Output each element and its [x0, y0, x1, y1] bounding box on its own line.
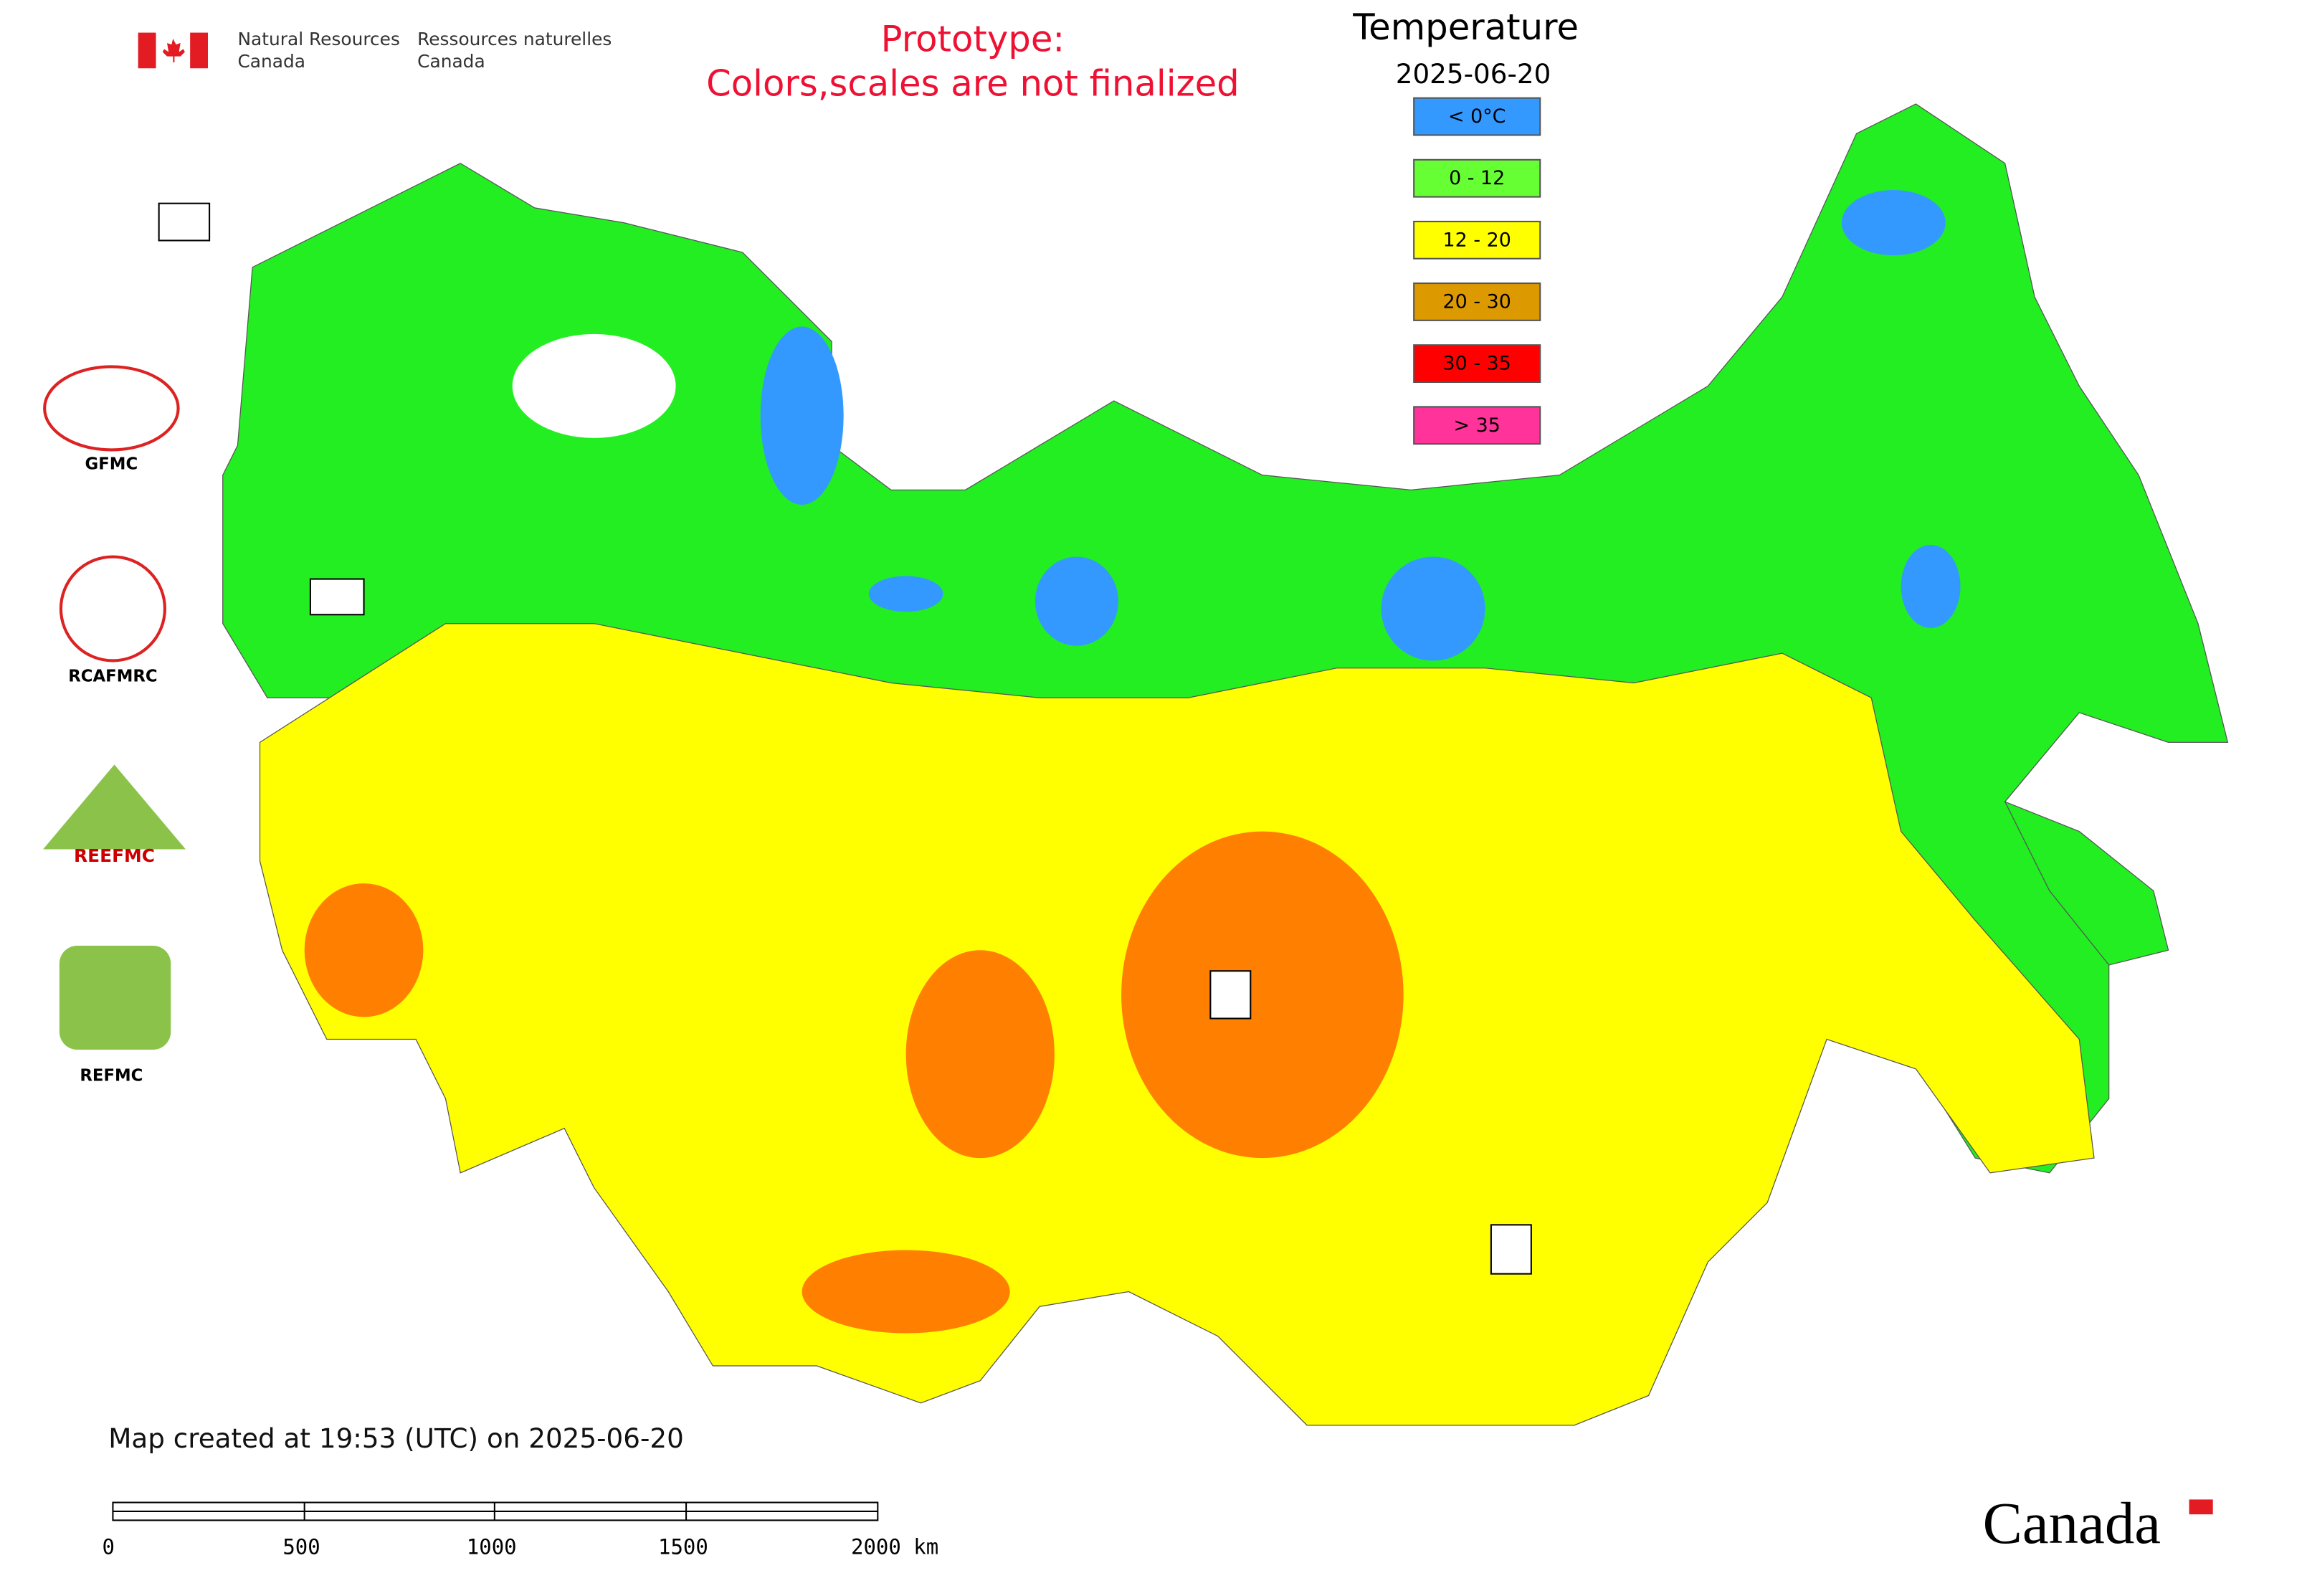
- sea: [512, 333, 676, 438]
- department-fr: Ressources naturelles: [417, 29, 612, 49]
- department-en: Canada: [237, 51, 305, 72]
- region-hot: [905, 950, 1055, 1159]
- logo: [59, 555, 167, 662]
- nrcan-signature: Natural Resources Canada Ressources natu…: [138, 29, 612, 72]
- logos: GFMC RCAFMRC REEFMC REFMC: [43, 202, 1532, 1275]
- scale-bar: [112, 1501, 879, 1521]
- logo-label: GFMC: [85, 455, 138, 474]
- notice: Colors,scales are not finalized: [706, 63, 1240, 105]
- scale-label: 2000 km: [851, 1535, 938, 1559]
- wordmark-flag: [2189, 1499, 2213, 1515]
- logo-label: REEFMC: [74, 845, 155, 866]
- notice: Prototype:: [881, 18, 1065, 60]
- legend-swatch: [1413, 97, 1541, 136]
- legend-title: Temperature: [1352, 6, 1579, 48]
- logo-label: RCAFMRC: [68, 668, 157, 686]
- flag-bar: [138, 32, 156, 69]
- legend-label: 30 - 35: [1443, 353, 1511, 375]
- map-marker: [1490, 1224, 1532, 1275]
- map: [222, 103, 2229, 1426]
- created-note: Map created at 19:53 (UTC) on 2025-06-20: [108, 1422, 684, 1454]
- logo: [43, 764, 186, 850]
- region-cool: [2004, 800, 2169, 966]
- map-marker: [1209, 970, 1252, 1020]
- logo-label: REFMC: [80, 1067, 143, 1086]
- legend-label: 12 - 20: [1443, 229, 1511, 251]
- legend-swatch: [1413, 344, 1541, 384]
- region-cold: [1841, 190, 1946, 256]
- legend-swatch: [1413, 282, 1541, 321]
- legend-swatch: [1413, 158, 1541, 198]
- legend-swatch: [1413, 406, 1541, 445]
- region-cold: [868, 576, 943, 612]
- region-cold: [1035, 556, 1118, 646]
- flag-bar: [190, 32, 209, 69]
- logo: [43, 365, 180, 452]
- map-marker: [158, 202, 211, 242]
- region-cold: [1381, 556, 1485, 661]
- map-marker: [309, 578, 365, 616]
- scale-label: 0: [102, 1535, 114, 1559]
- region-cold: [1901, 544, 1961, 628]
- scale-label: 1500: [658, 1535, 708, 1559]
- legend-label: < 0°C: [1448, 105, 1506, 128]
- legend-swatch: [1413, 220, 1541, 260]
- maple-leaf: [162, 38, 185, 62]
- scale-label: 1000: [467, 1535, 517, 1559]
- region-hot: [1121, 831, 1404, 1159]
- legend: < 0°C 0 - 12 12 - 20 20 - 30 30 - 35 > 35: [1413, 97, 1541, 445]
- logo: [59, 946, 171, 1050]
- region-hot: [802, 1250, 1010, 1334]
- region-hot: [304, 883, 424, 1017]
- scale-label: 500: [282, 1535, 320, 1559]
- legend-date: 2025-06-20: [1396, 58, 1551, 90]
- department-en: Natural Resources: [237, 29, 399, 49]
- legend-label: > 35: [1454, 414, 1500, 437]
- canada-wordmark: Canada: [1983, 1490, 2161, 1556]
- department-fr: Canada: [417, 51, 485, 72]
- legend-label: 20 - 30: [1443, 291, 1511, 313]
- legend-label: 0 - 12: [1449, 167, 1505, 189]
- region-cold: [760, 326, 844, 505]
